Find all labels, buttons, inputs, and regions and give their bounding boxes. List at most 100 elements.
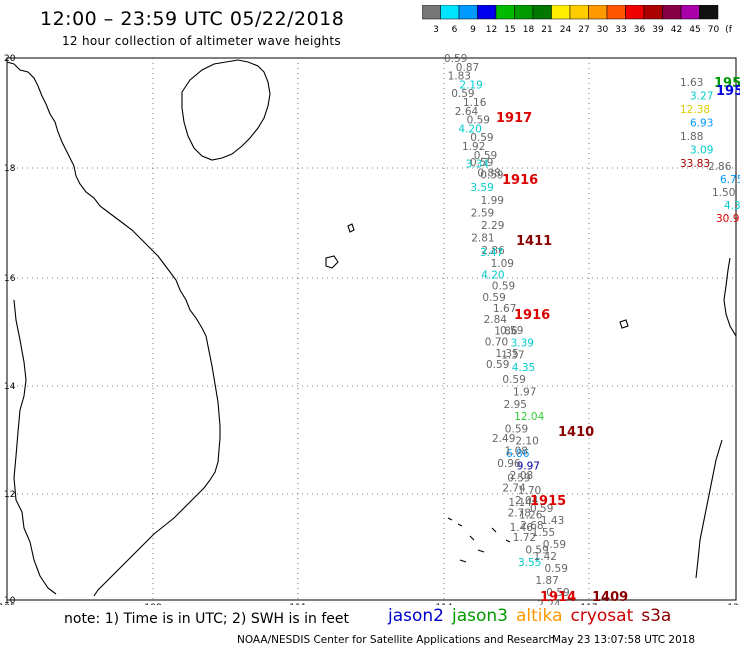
wave-height-value: 1.72 bbox=[513, 532, 536, 544]
wave-height-value: 2.86 bbox=[708, 161, 732, 173]
wave-height-value: 12.38 bbox=[680, 104, 710, 116]
track-t1: 0.590.871.832.190.591.162.640.594.200.59… bbox=[444, 53, 532, 179]
wave-height-value: 0.59 bbox=[500, 325, 523, 337]
wave-height-value: 3.09 bbox=[690, 145, 713, 157]
legend-jason2: jason2 bbox=[388, 606, 444, 626]
wave-height-value: 1.43 bbox=[541, 515, 564, 527]
pass-label: 1917 bbox=[496, 111, 532, 126]
wave-height-value: 0.59 bbox=[546, 587, 569, 599]
wave-height-value: 0.59 bbox=[525, 545, 548, 557]
wave-height-value: 1.86 bbox=[494, 325, 518, 337]
coastline bbox=[6, 59, 737, 597]
wave-height-value: 9.97 bbox=[517, 460, 540, 472]
wave-height-value: 1.09 bbox=[491, 258, 514, 270]
wave-height-value: 1.83 bbox=[448, 71, 471, 83]
wave-height-value: 3.47 bbox=[480, 247, 503, 259]
wave-height-value: 4.35 bbox=[512, 362, 535, 374]
color-scale-label: 39 bbox=[652, 25, 664, 35]
wave-height-value: 1.55 bbox=[532, 527, 555, 539]
legend-jason3: jason3 bbox=[452, 606, 508, 626]
color-scale-label: 6 bbox=[452, 25, 458, 35]
color-scale-label: 9 bbox=[470, 25, 476, 35]
track-t8: 1409 bbox=[592, 590, 628, 605]
pass-label: 1916 bbox=[502, 173, 538, 188]
wave-height-value: 4.20 bbox=[481, 269, 504, 281]
wave-height-value: 2.64 bbox=[455, 106, 479, 118]
wave-height-value: 0.59 bbox=[451, 88, 474, 100]
color-scale-label: 18 bbox=[523, 25, 535, 35]
units-note: note: 1) Time is in UTC; 2) SWH is in fe… bbox=[64, 611, 350, 627]
color-scale-label: 27 bbox=[578, 25, 589, 35]
wave-height-value: 3.59 bbox=[470, 182, 493, 194]
wave-height-value: 6.86 bbox=[506, 448, 530, 460]
latitude-label: 16 bbox=[4, 274, 16, 284]
wave-height-value: 3.55 bbox=[518, 557, 541, 569]
wave-height-value: 1.63 bbox=[680, 77, 703, 89]
wave-height-value: 0.88 bbox=[477, 167, 500, 179]
wave-height-value: 0.70 bbox=[485, 337, 508, 349]
altimeter-map[interactable]: 105108111114117120201816141210 0.590.871… bbox=[0, 0, 740, 605]
island-1 bbox=[325, 255, 339, 269]
color-scale-label: 15 bbox=[504, 25, 515, 35]
wave-height-value: 0.87 bbox=[456, 62, 479, 74]
color-scale-label: 12 bbox=[486, 25, 497, 35]
latitude-label: 18 bbox=[4, 164, 16, 174]
pass-label: 1914 bbox=[540, 590, 576, 605]
wave-height-value: 12.04 bbox=[514, 411, 544, 423]
wave-height-value: 1.14 bbox=[508, 497, 532, 509]
legend-altika: altika bbox=[516, 606, 563, 626]
wave-height-value: 2.86 bbox=[481, 245, 505, 257]
color-scale-label: 33 bbox=[615, 25, 626, 35]
palawan-coast bbox=[695, 439, 723, 579]
wave-height-value: 2.24 bbox=[537, 599, 561, 605]
wave-height-value: 2.19 bbox=[459, 79, 482, 91]
legend-cryosat: cryosat bbox=[570, 606, 634, 626]
wave-height-value: 1.99 bbox=[481, 195, 504, 207]
wave-height-value: 2.49 bbox=[492, 433, 515, 445]
longitude-label: 105 bbox=[0, 603, 16, 605]
latitude-label: 12 bbox=[4, 490, 15, 500]
pass-label: 1411 bbox=[516, 234, 552, 249]
color-scale-label: 30 bbox=[597, 25, 609, 35]
track-t10: 2.866.751.504.3330.9 195 bbox=[708, 84, 740, 225]
wave-height-value: 0.59 bbox=[470, 132, 493, 144]
pass-label: 1916 bbox=[514, 308, 550, 323]
color-swatch bbox=[699, 5, 719, 20]
color-scale-label: 42 bbox=[671, 25, 682, 35]
wave-height-value: 2.84 bbox=[484, 314, 508, 326]
generation-timestamp: May 23 13:07:58 UTC 2018 bbox=[552, 634, 696, 646]
track-t7: 1914 bbox=[540, 590, 576, 605]
wave-height-value: 0.96 bbox=[497, 458, 521, 470]
wave-height-value: 0.59 bbox=[482, 292, 505, 304]
wave-height-value: 4.20 bbox=[458, 123, 481, 135]
wave-height-value: 0.59 bbox=[467, 115, 490, 127]
wave-height-value: 2.10 bbox=[515, 436, 538, 448]
wave-height-value: 0.59 bbox=[505, 423, 528, 435]
wave-height-value: 0.59 bbox=[543, 539, 566, 551]
reef-cluster bbox=[447, 517, 511, 563]
wave-height-value: 6.93 bbox=[690, 118, 713, 130]
color-scale-label: 21 bbox=[541, 25, 552, 35]
wave-height-value: 3.39 bbox=[511, 337, 534, 349]
altimeter-tracks: 0.590.871.832.190.591.162.640.594.200.59… bbox=[444, 53, 740, 605]
pass-label: 1410 bbox=[558, 425, 594, 440]
wave-height-value: 0.59 bbox=[470, 157, 493, 169]
wave-height-value: 33.83 bbox=[680, 158, 710, 170]
color-scale-label: 24 bbox=[560, 25, 572, 35]
color-scale-label: 45 bbox=[689, 25, 700, 35]
longitude-label: 108 bbox=[144, 603, 161, 605]
wave-height-value: 2.78 bbox=[508, 507, 531, 519]
color-scale-label: 3 bbox=[433, 25, 439, 35]
wave-height-value: 1.46 bbox=[510, 522, 534, 534]
color-scale-label: 36 bbox=[634, 25, 646, 35]
latitude-label: 20 bbox=[4, 54, 16, 64]
wave-height-value: 0.59 bbox=[486, 359, 509, 371]
wave-height-value: 3.34 bbox=[466, 159, 490, 171]
credit-line: NOAA/NESDIS Center for Satellite Applica… bbox=[237, 634, 555, 646]
wave-height-value: 1.16 bbox=[463, 97, 487, 109]
legend-s3a: s3a bbox=[641, 606, 672, 626]
wave-height-value: 2.59 bbox=[471, 207, 494, 219]
